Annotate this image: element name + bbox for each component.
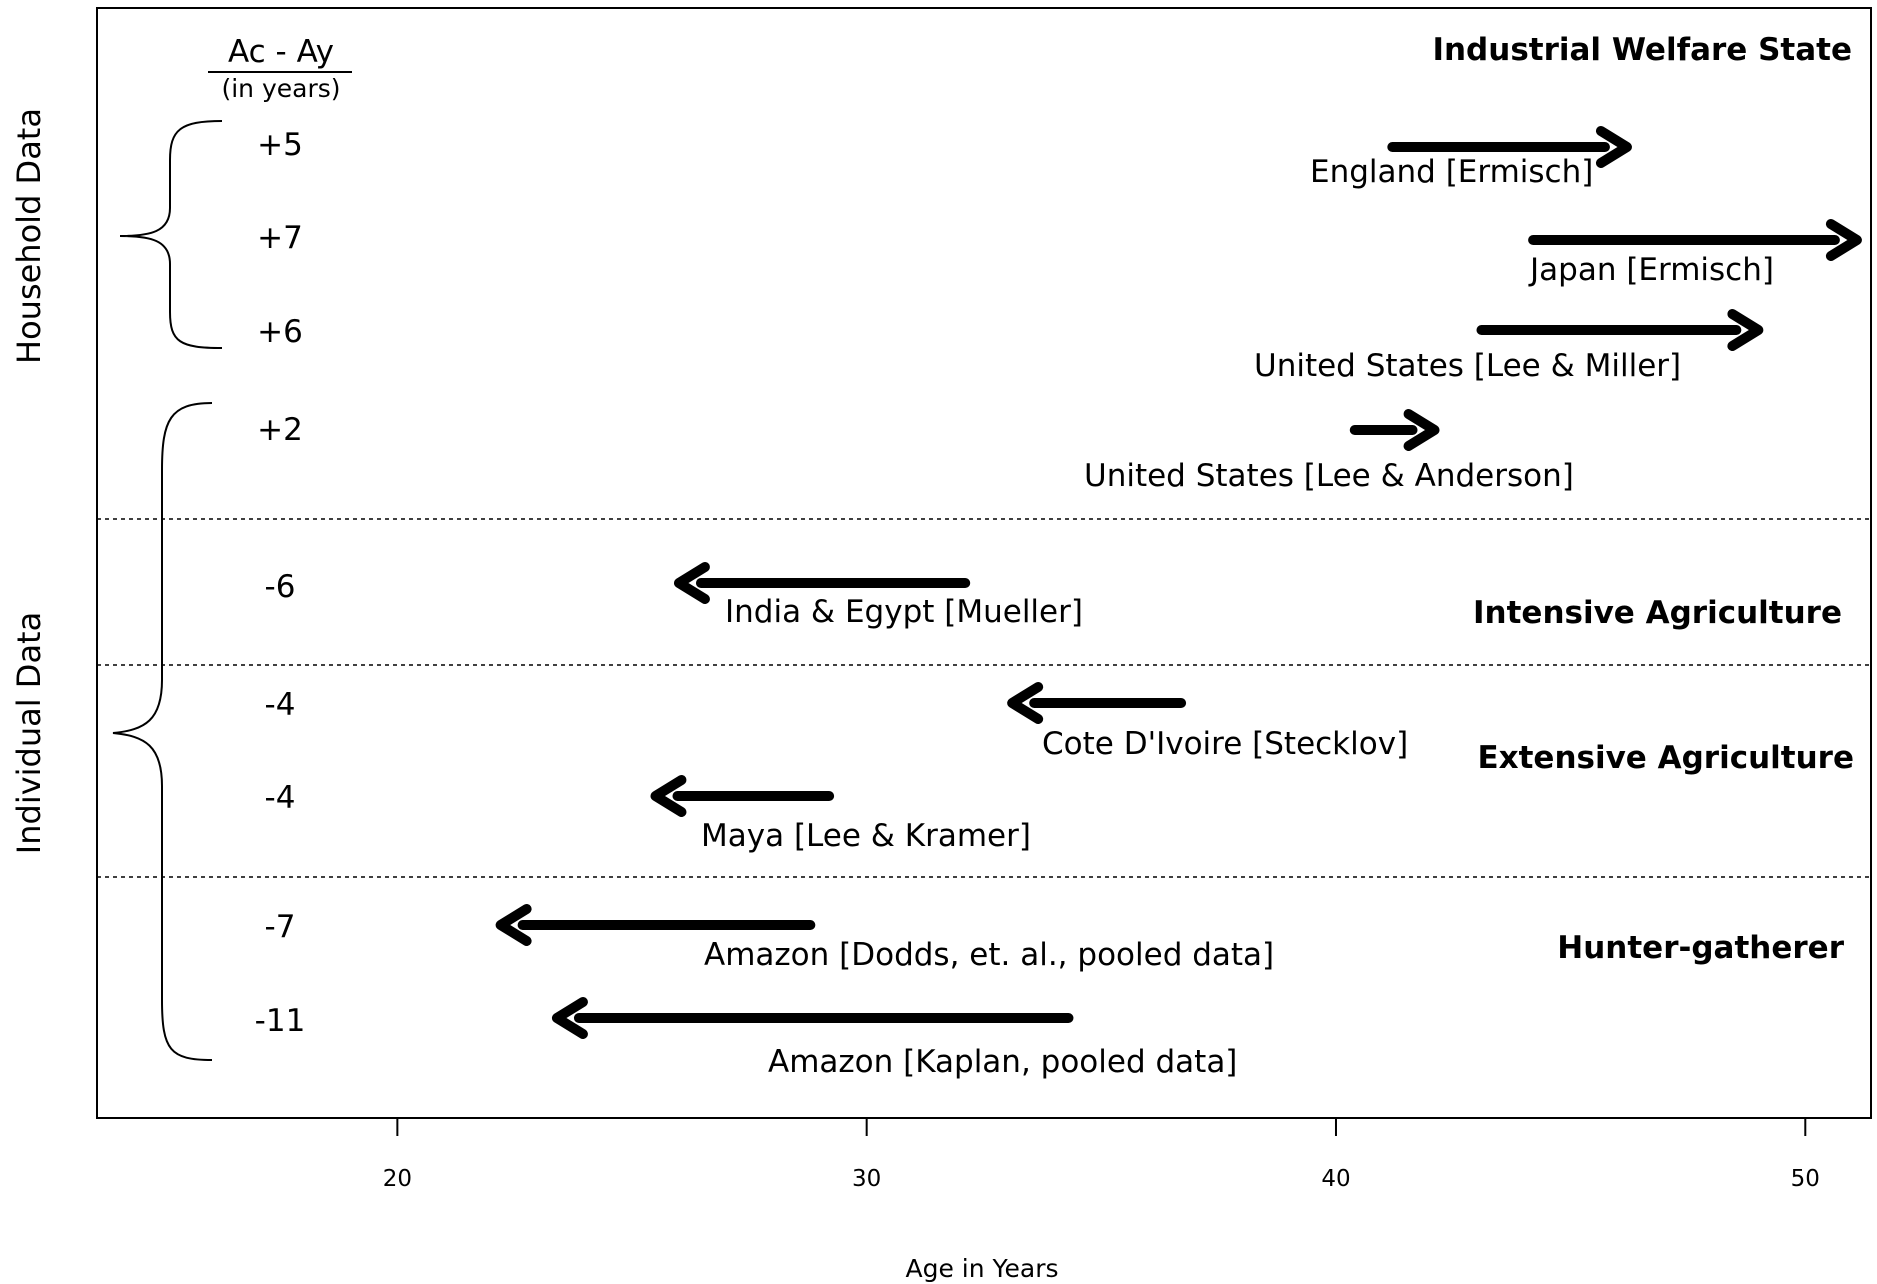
arrow-head-0 xyxy=(1595,126,1632,168)
arrow-head-2 xyxy=(1727,309,1764,351)
arrow-label-1: Japan [Ermisch] xyxy=(1528,252,1774,288)
arrow-label-8: Amazon [Kaplan, pooled data] xyxy=(768,1044,1237,1080)
arrow-head-1 xyxy=(1825,219,1862,261)
household-brace xyxy=(119,120,223,349)
arrow-label-7: Amazon [Dodds, et. al., pooled data] xyxy=(704,937,1274,973)
x-tick-label-0: 20 xyxy=(383,1166,412,1192)
group-label-individual: Individual Data xyxy=(10,612,48,854)
header-numerator: Ac - Ay xyxy=(228,34,334,70)
arrow-label-0: England [Ermisch] xyxy=(1310,154,1593,190)
plot-frame xyxy=(96,7,1872,1119)
x-axis-title: Age in Years xyxy=(906,1254,1059,1283)
arrow-label-4: India & Egypt [Mueller] xyxy=(725,594,1083,630)
arrow-label-6: Maya [Lee & Kramer] xyxy=(701,818,1031,854)
arrow-head-5 xyxy=(1007,682,1044,724)
arrow-head-8 xyxy=(551,997,588,1039)
diff-label-0: +5 xyxy=(257,127,303,163)
diff-label-1: +7 xyxy=(257,220,303,256)
arrow-head-7 xyxy=(495,904,532,946)
individual-brace xyxy=(112,402,213,1061)
arrow-label-3: United States [Lee & Anderson] xyxy=(1084,458,1574,494)
x-axis: 20 30 40 50 xyxy=(383,1118,1820,1192)
diff-label-2: +6 xyxy=(257,314,303,350)
arrow-head-3 xyxy=(1403,409,1440,451)
x-tick-label-2: 40 xyxy=(1321,1166,1350,1192)
arrow-head-6 xyxy=(650,775,687,817)
arrow-label-2: United States [Lee & Miller] xyxy=(1254,348,1681,384)
diff-label-6: -4 xyxy=(265,780,296,816)
x-tick-label-1: 30 xyxy=(852,1166,881,1192)
header-denominator: (in years) xyxy=(221,74,340,103)
x-tick-label-3: 50 xyxy=(1791,1166,1820,1192)
era-label-industrial: Industrial Welfare State xyxy=(1432,32,1852,68)
era-label-hunter: Hunter-gatherer xyxy=(1557,930,1844,966)
diff-label-8: -11 xyxy=(255,1003,306,1039)
arrow-label-5: Cote D'Ivoire [Stecklov] xyxy=(1042,726,1408,762)
diff-label-7: -7 xyxy=(265,909,296,945)
diff-label-5: -4 xyxy=(265,687,296,723)
group-label-household: Household Data xyxy=(10,108,48,364)
era-label-extensive: Extensive Agriculture xyxy=(1477,740,1854,776)
arrow-head-4 xyxy=(673,562,710,604)
diff-label-4: -6 xyxy=(265,569,296,605)
arrows-group xyxy=(495,126,1862,1039)
era-label-intensive: Intensive Agriculture xyxy=(1473,595,1842,631)
diff-label-3: +2 xyxy=(257,412,303,448)
